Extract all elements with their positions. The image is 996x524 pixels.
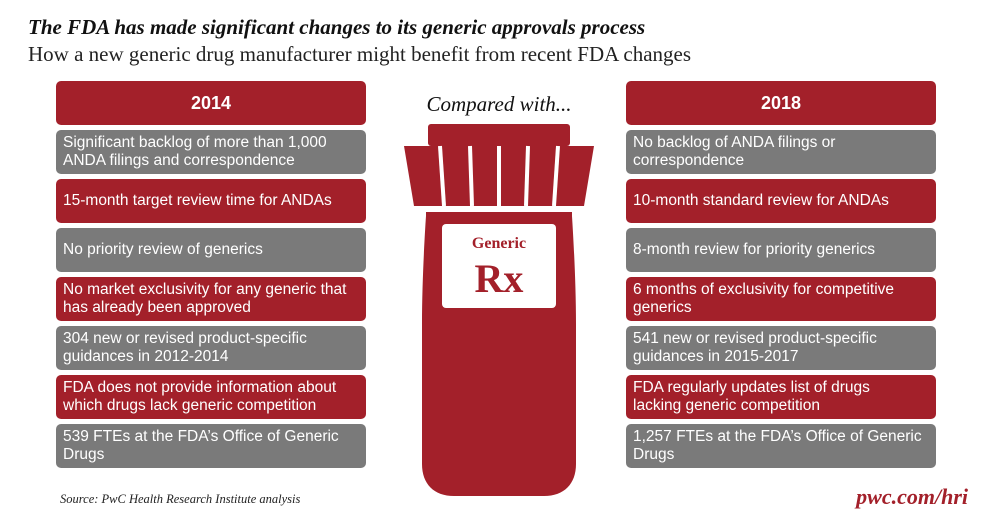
bottle-label: [442, 224, 556, 308]
list-item: 8-month review for priority generics: [626, 228, 936, 272]
column-2014: 2014 Significant backlog of more than 1,…: [56, 81, 366, 473]
bottle-cap-top: [428, 124, 570, 146]
year-header-2018: 2018: [626, 81, 936, 125]
cap-ridges: [438, 145, 560, 207]
list-item: No priority review of generics: [56, 228, 366, 272]
list-item: 6 months of exclusivity for competitive …: [626, 277, 936, 321]
list-item: 541 new or revised product-specific guid…: [626, 326, 936, 370]
list-item: FDA regularly updates list of drugs lack…: [626, 375, 936, 419]
list-item: 10-month standard review for ANDAs: [626, 179, 936, 223]
label-generic: Generic: [472, 235, 526, 252]
compared-with-label: Compared with...: [426, 92, 572, 116]
page-title: The FDA has made significant changes to …: [28, 15, 646, 39]
pill-bottle-icon: Generic Rx: [404, 124, 594, 496]
list-item: No market exclusivity for any generic th…: [56, 277, 366, 321]
column-2018: 2018 No backlog of ANDA filings or corre…: [626, 81, 936, 473]
list-item: 304 new or revised product-specific guid…: [56, 326, 366, 370]
source-note: Source: PwC Health Research Institute an…: [60, 492, 301, 506]
year-header-2014: 2014: [56, 81, 366, 125]
list-item: FDA does not provide information about w…: [56, 375, 366, 419]
brand-url[interactable]: pwc.com/hri: [856, 484, 968, 509]
list-item: 539 FTEs at the FDA’s Office of Generic …: [56, 424, 366, 468]
page-subtitle: How a new generic drug manufacturer migh…: [28, 42, 692, 66]
list-item: 1,257 FTEs at the FDA’s Office of Generi…: [626, 424, 936, 468]
list-item: 15-month target review time for ANDAs: [56, 179, 366, 223]
list-item: No backlog of ANDA filings or correspond…: [626, 130, 936, 174]
list-item: Significant backlog of more than 1,000 A…: [56, 130, 366, 174]
label-rx: Rx: [475, 256, 524, 301]
